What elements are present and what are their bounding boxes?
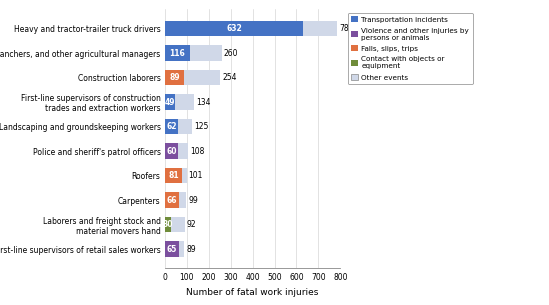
Bar — [165, 143, 188, 159]
Text: 81: 81 — [169, 171, 179, 180]
Bar — [165, 70, 184, 85]
Bar — [165, 242, 179, 257]
Text: 62: 62 — [166, 122, 177, 131]
Bar — [165, 143, 178, 159]
Bar — [165, 45, 222, 61]
Bar — [165, 70, 221, 85]
Text: 125: 125 — [194, 122, 208, 131]
Text: 60: 60 — [166, 146, 177, 156]
Bar — [165, 192, 187, 208]
Bar — [165, 192, 179, 208]
Text: 632: 632 — [226, 24, 242, 33]
Bar — [165, 217, 185, 232]
Text: 65: 65 — [167, 245, 177, 253]
Bar — [165, 168, 182, 183]
Bar — [165, 119, 178, 134]
Text: 99: 99 — [188, 196, 198, 205]
Text: 92: 92 — [187, 220, 197, 229]
Text: 786: 786 — [339, 24, 354, 33]
X-axis label: Number of fatal work injuries: Number of fatal work injuries — [186, 288, 319, 297]
Bar — [165, 95, 194, 109]
Bar — [165, 21, 337, 36]
Legend: Transportation incidents, Violence and other injuries by
persons or animals, Fal: Transportation incidents, Violence and o… — [348, 13, 473, 84]
Text: 116: 116 — [170, 48, 186, 58]
Text: 101: 101 — [189, 171, 203, 180]
Bar — [165, 45, 190, 61]
Bar — [165, 168, 187, 183]
Text: 134: 134 — [196, 98, 210, 106]
Text: 66: 66 — [167, 196, 177, 205]
Text: 254: 254 — [222, 73, 237, 82]
Text: 30: 30 — [163, 220, 173, 229]
Text: 49: 49 — [165, 98, 175, 106]
Bar — [165, 119, 192, 134]
Bar — [165, 217, 171, 232]
Text: 108: 108 — [190, 146, 205, 156]
Text: 89: 89 — [169, 73, 180, 82]
Bar — [165, 242, 184, 257]
Text: 89: 89 — [186, 245, 195, 253]
Text: 260: 260 — [223, 48, 238, 58]
Bar — [165, 95, 176, 109]
Bar — [165, 21, 304, 36]
